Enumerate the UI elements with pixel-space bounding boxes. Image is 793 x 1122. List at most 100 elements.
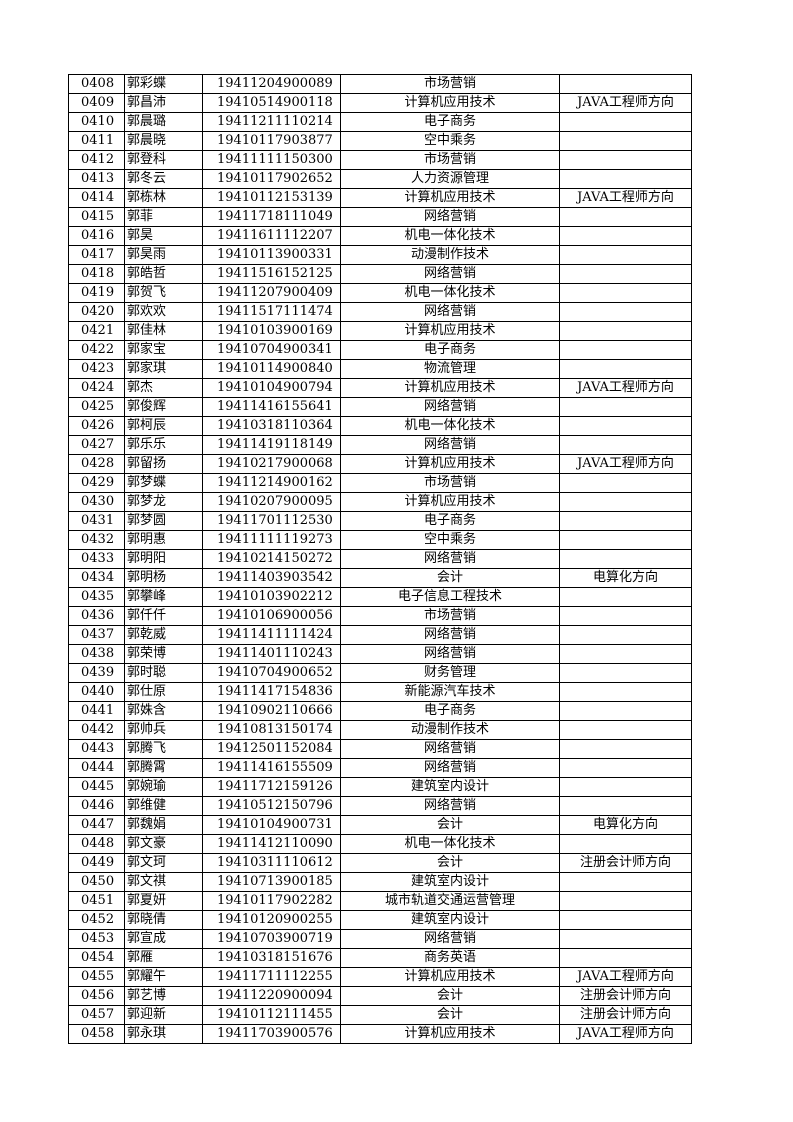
student-name-cell: 郭腾飞 — [124, 739, 203, 759]
major-cell: 计算机应用技术 — [340, 492, 560, 512]
student-id-cell: 19411611112207 — [202, 226, 341, 246]
major-cell: 机电一体化技术 — [340, 834, 560, 854]
table-row: 0457 郭迎新 19410112111455 会计 注册会计师方向 — [68, 1005, 692, 1025]
table-row: 0451 郭夏妍 19410117902282 城市轨道交通运营管理 — [68, 891, 692, 911]
direction-cell — [559, 625, 692, 645]
row-number-cell: 0426 — [68, 416, 125, 436]
student-name-cell: 郭梦蝶 — [124, 473, 203, 493]
student-name-cell: 郭夏妍 — [124, 891, 203, 911]
table-row: 0443 郭腾飞 19412501152084 网络营销 — [68, 739, 692, 759]
row-number-cell: 0412 — [68, 150, 125, 170]
table-row: 0418 郭皓哲 19411516152125 网络营销 — [68, 264, 692, 284]
direction-cell: JAVA工程师方向 — [559, 188, 692, 208]
student-name-cell: 郭冬云 — [124, 169, 203, 189]
row-number-cell: 0413 — [68, 169, 125, 189]
student-id-cell: 19410106900056 — [202, 606, 341, 626]
major-cell: 电子商务 — [340, 701, 560, 721]
row-number-cell: 0411 — [68, 131, 125, 151]
table-row: 0439 郭时聪 19410704900652 财务管理 — [68, 663, 692, 683]
table-row: 0456 郭艺博 19411220900094 会计 注册会计师方向 — [68, 986, 692, 1006]
student-id-cell: 19410112153139 — [202, 188, 341, 208]
table-row: 0416 郭昊 19411611112207 机电一体化技术 — [68, 226, 692, 246]
student-name-cell: 郭攀峰 — [124, 587, 203, 607]
direction-cell — [559, 891, 692, 911]
row-number-cell: 0455 — [68, 967, 125, 987]
direction-cell — [559, 777, 692, 797]
student-id-cell: 19411403903542 — [202, 568, 341, 588]
student-name-cell: 郭姝含 — [124, 701, 203, 721]
student-name-cell: 郭迎新 — [124, 1005, 203, 1025]
row-number-cell: 0456 — [68, 986, 125, 1006]
student-name-cell: 郭艺博 — [124, 986, 203, 1006]
student-name-cell: 郭维健 — [124, 796, 203, 816]
major-cell: 网络营销 — [340, 549, 560, 569]
table-row: 0458 郭永琪 19411703900576 计算机应用技术 JAVA工程师方向 — [68, 1024, 692, 1044]
student-name-cell: 郭文珂 — [124, 853, 203, 873]
student-name-cell: 郭乐乐 — [124, 435, 203, 455]
direction-cell: JAVA工程师方向 — [559, 378, 692, 398]
direction-cell — [559, 606, 692, 626]
student-id-cell: 19411419118149 — [202, 435, 341, 455]
row-number-cell: 0439 — [68, 663, 125, 683]
student-name-cell: 郭文豪 — [124, 834, 203, 854]
student-table-body: 0408 郭彩蝶 19411204900089 市场营销 0409 郭昌沛 19410514… — [68, 74, 692, 1044]
major-cell: 会计 — [340, 986, 560, 1006]
major-cell: 城市轨道交通运营管理 — [340, 891, 560, 911]
table-row: 0424 郭杰 19410104900794 计算机应用技术 JAVA工程师方向 — [68, 378, 692, 398]
table-row: 0437 郭乾威 19411411111424 网络营销 — [68, 625, 692, 645]
table-row: 0448 郭文豪 19411412110090 机电一体化技术 — [68, 834, 692, 854]
major-cell: 机电一体化技术 — [340, 416, 560, 436]
table-row: 0413 郭冬云 19410117902652 人力资源管理 — [68, 169, 692, 189]
direction-cell: JAVA工程师方向 — [559, 93, 692, 113]
direction-cell — [559, 359, 692, 379]
major-cell: 网络营销 — [340, 758, 560, 778]
row-number-cell: 0430 — [68, 492, 125, 512]
student-name-cell: 郭柯辰 — [124, 416, 203, 436]
major-cell: 计算机应用技术 — [340, 1024, 560, 1044]
student-id-cell: 19410103900169 — [202, 321, 341, 341]
student-name-cell: 郭耀午 — [124, 967, 203, 987]
student-id-cell: 19412501152084 — [202, 739, 341, 759]
direction-cell — [559, 644, 692, 664]
direction-cell: JAVA工程师方向 — [559, 967, 692, 987]
direction-cell — [559, 910, 692, 930]
student-name-cell: 郭仕原 — [124, 682, 203, 702]
row-number-cell: 0433 — [68, 549, 125, 569]
table-row: 0409 郭昌沛 19410514900118 计算机应用技术 JAVA工程师方向 — [68, 93, 692, 113]
major-cell: 网络营销 — [340, 264, 560, 284]
table-row: 0427 郭乐乐 19411419118149 网络营销 — [68, 435, 692, 455]
row-number-cell: 0416 — [68, 226, 125, 246]
table-row: 0435 郭攀峰 19410103902212 电子信息工程技术 — [68, 587, 692, 607]
student-name-cell: 郭文祺 — [124, 872, 203, 892]
major-cell: 物流管理 — [340, 359, 560, 379]
row-number-cell: 0437 — [68, 625, 125, 645]
row-number-cell: 0424 — [68, 378, 125, 398]
major-cell: 会计 — [340, 1005, 560, 1025]
student-name-cell: 郭明杨 — [124, 568, 203, 588]
student-id-cell: 19411711112255 — [202, 967, 341, 987]
student-name-cell: 郭贺飞 — [124, 283, 203, 303]
student-name-cell: 郭皓哲 — [124, 264, 203, 284]
student-name-cell: 郭菲 — [124, 207, 203, 227]
table-row: 0445 郭婉瑜 19411712159126 建筑室内设计 — [68, 777, 692, 797]
table-row: 0442 郭帅兵 19410813150174 动漫制作技术 — [68, 720, 692, 740]
major-cell: 网络营销 — [340, 397, 560, 417]
student-name-cell: 郭腾霄 — [124, 758, 203, 778]
row-number-cell: 0450 — [68, 872, 125, 892]
table-row: 0421 郭佳林 19410103900169 计算机应用技术 — [68, 321, 692, 341]
row-number-cell: 0425 — [68, 397, 125, 417]
direction-cell — [559, 226, 692, 246]
row-number-cell: 0415 — [68, 207, 125, 227]
table-row: 0425 郭俊辉 19411416155641 网络营销 — [68, 397, 692, 417]
student-name-cell: 郭帅兵 — [124, 720, 203, 740]
row-number-cell: 0435 — [68, 587, 125, 607]
row-number-cell: 0436 — [68, 606, 125, 626]
direction-cell — [559, 929, 692, 949]
table-row: 0447 郭魏娟 19410104900731 会计 电算化方向 — [68, 815, 692, 835]
major-cell: 空中乘务 — [340, 131, 560, 151]
student-name-cell: 郭昊雨 — [124, 245, 203, 265]
student-name-cell: 郭栋林 — [124, 188, 203, 208]
major-cell: 计算机应用技术 — [340, 93, 560, 113]
student-id-cell: 19410514900118 — [202, 93, 341, 113]
student-id-cell: 19410217900068 — [202, 454, 341, 474]
